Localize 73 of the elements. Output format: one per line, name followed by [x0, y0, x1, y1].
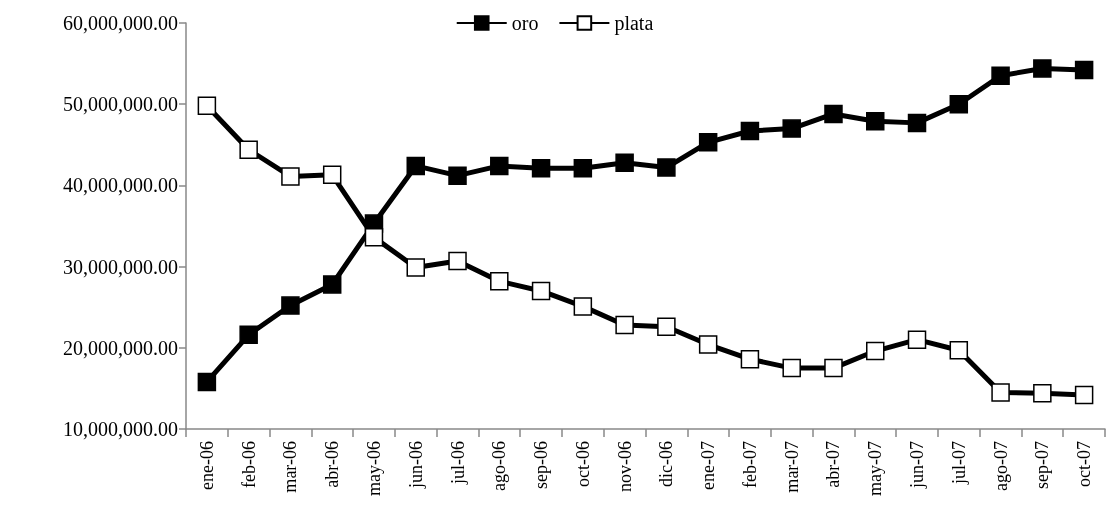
x-tick-label: sep-06 [531, 441, 552, 489]
point [782, 119, 801, 138]
point [1033, 384, 1052, 403]
point [364, 228, 384, 247]
point [657, 317, 676, 336]
point [239, 140, 258, 159]
point [1033, 59, 1052, 78]
point [615, 315, 634, 335]
x-tick-label: mar-06 [280, 441, 301, 493]
legend-label: oro [511, 12, 539, 34]
point [406, 258, 425, 277]
x-tick-label: ago-07 [990, 441, 1011, 491]
y-tick-label: 50,000,000.00 [63, 93, 178, 116]
legend-label: plata [614, 12, 654, 35]
point [322, 165, 342, 185]
x-tick-label: jul-07 [948, 441, 969, 485]
x-tick-label: nov-06 [614, 441, 635, 492]
point [824, 358, 843, 378]
point [448, 166, 467, 185]
x-tick-label: dic-06 [656, 441, 677, 487]
point [907, 330, 927, 349]
x-tick-label: jun-07 [907, 441, 928, 489]
point [866, 341, 885, 361]
point [239, 325, 258, 345]
point [991, 383, 1010, 402]
point [907, 113, 927, 133]
y-tick-label: 20,000,000.00 [63, 336, 178, 359]
x-tick-label: ene-07 [698, 441, 719, 490]
point [573, 297, 593, 316]
point [657, 158, 676, 177]
point [281, 167, 300, 186]
x-tick-label: may-07 [865, 441, 886, 496]
point [698, 133, 718, 152]
point [531, 159, 551, 178]
point [406, 156, 425, 176]
x-tick-label: oct-07 [1074, 441, 1095, 487]
point [824, 104, 843, 124]
x-tick-label: ago-06 [489, 441, 510, 491]
y-tick-label: 60,000,000.00 [63, 12, 178, 34]
point [490, 271, 509, 291]
x-tick-label: ene-06 [196, 441, 217, 490]
point [866, 112, 885, 131]
x-tick-label: jun-06 [405, 441, 426, 489]
point [573, 159, 593, 178]
x-tick-label: feb-06 [238, 441, 259, 488]
point [448, 251, 467, 271]
point [490, 156, 509, 176]
x-tick-label: sep-07 [1032, 441, 1053, 489]
y-tick-label: 40,000,000.00 [63, 174, 178, 197]
point [1074, 60, 1094, 80]
point [531, 281, 551, 301]
x-tick-label: may-06 [363, 441, 384, 496]
point [322, 275, 342, 294]
point [949, 94, 969, 114]
y-tick-label: 30,000,000.00 [63, 255, 178, 278]
x-tick-label: oct-06 [572, 441, 593, 487]
point [740, 121, 760, 141]
point [740, 349, 760, 369]
point [949, 340, 969, 360]
x-tick-label: mar-07 [781, 441, 802, 493]
point [991, 66, 1010, 86]
x-tick-label: feb-07 [739, 441, 760, 488]
x-tick-label: abr-06 [322, 441, 343, 488]
point [615, 153, 634, 172]
point [197, 96, 217, 116]
point [281, 296, 300, 315]
point [197, 372, 217, 392]
point [782, 358, 801, 378]
y-tick-label: 10,000,000.00 [63, 418, 178, 440]
point [698, 335, 718, 354]
x-tick-label: abr-07 [823, 441, 844, 488]
point [1074, 385, 1094, 405]
x-tick-label: jul-06 [447, 441, 468, 485]
